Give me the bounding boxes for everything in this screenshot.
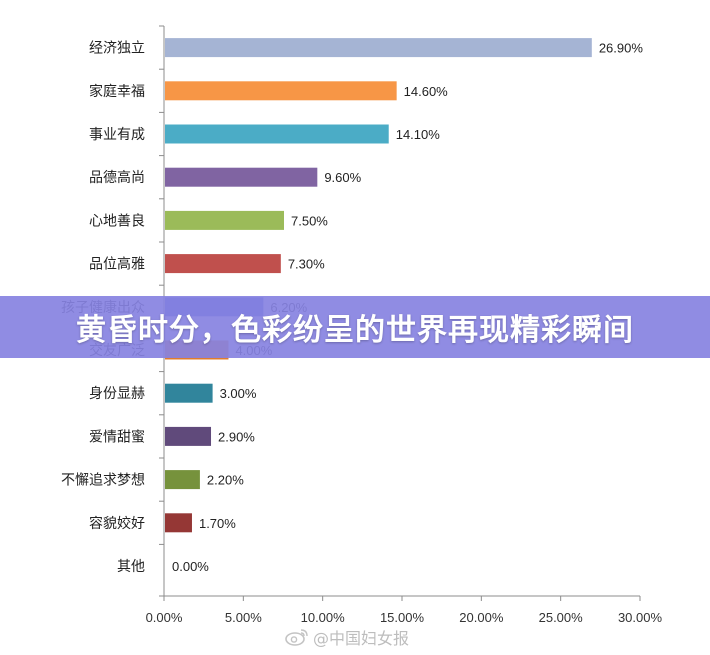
x-tick-label: 5.00% (225, 610, 262, 625)
bar (165, 167, 318, 187)
y-category-label: 容貌姣好 (89, 515, 145, 532)
data-label: 1.70% (199, 516, 236, 531)
bar (165, 81, 397, 101)
x-tick-label: 25.00% (539, 610, 584, 625)
x-tick-label: 0.00% (146, 610, 183, 625)
data-label: 3.00% (220, 386, 257, 401)
bar (165, 513, 192, 533)
y-category-label: 家庭幸福 (89, 83, 145, 100)
y-category-label: 心地善良 (89, 213, 145, 229)
x-tick-label: 30.00% (618, 610, 663, 625)
y-category-label: 经济独立 (89, 41, 145, 57)
y-category-label: 品位高雅 (89, 256, 145, 273)
bar (165, 383, 213, 403)
weibo-icon (285, 629, 308, 646)
bar (165, 426, 212, 446)
watermark: @中国妇女报 (285, 626, 409, 648)
data-label: 7.50% (291, 213, 328, 228)
x-tick-label: 15.00% (380, 610, 425, 625)
bar (165, 124, 389, 144)
title-banner: 黄昏时分，色彩纷呈的世界再现精彩瞬间 (0, 296, 710, 358)
y-category-label: 事业有成 (89, 127, 145, 143)
data-label: 0.00% (172, 559, 209, 574)
watermark-text: @中国妇女报 (313, 629, 410, 648)
y-category-label: 不懈追求梦想 (61, 472, 145, 489)
bar (165, 470, 200, 490)
banner-text: 黄昏时分，色彩纷呈的世界再现精彩瞬间 (76, 313, 634, 348)
data-label: 2.20% (207, 473, 244, 488)
y-category-label: 身份显赫 (89, 386, 145, 402)
bar (165, 210, 284, 230)
data-label: 2.90% (218, 429, 255, 444)
data-label: 9.60% (324, 170, 361, 185)
bar (165, 254, 281, 274)
x-tick-label: 20.00% (459, 610, 504, 625)
data-label: 7.30% (288, 257, 325, 272)
data-label: 14.60% (404, 84, 449, 99)
y-category-label: 品德高尚 (89, 169, 145, 186)
data-label: 14.10% (396, 127, 441, 142)
bar (165, 38, 592, 58)
data-label: 26.90% (599, 41, 644, 56)
y-category-label: 爱情甜蜜 (89, 429, 145, 445)
x-tick-label: 10.00% (301, 610, 346, 625)
y-category-label: 其他 (117, 559, 145, 575)
